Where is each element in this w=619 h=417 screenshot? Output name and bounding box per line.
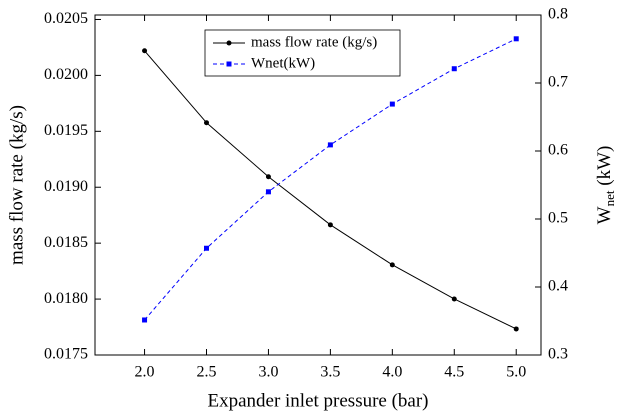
y2-tick-label: 0.3 — [548, 346, 568, 363]
marker — [389, 101, 395, 107]
marker — [142, 48, 148, 54]
legend-label: Wnet(kW) — [251, 55, 315, 71]
marker — [265, 174, 271, 180]
y-tick-label: 0.0180 — [44, 290, 88, 307]
marker — [451, 296, 457, 302]
marker — [142, 317, 148, 323]
marker — [389, 262, 395, 268]
x-tick-label: 2.5 — [197, 364, 217, 381]
marker — [451, 66, 457, 72]
marker — [327, 142, 333, 148]
y2-tick-label: 0.7 — [548, 74, 568, 91]
y-tick-label: 0.0205 — [44, 10, 88, 27]
y2-label-main: W — [594, 206, 615, 224]
legend-box — [204, 29, 401, 77]
y-tick-label: 0.0185 — [44, 234, 88, 251]
marker — [513, 36, 519, 42]
marker — [204, 120, 209, 126]
marker — [513, 326, 519, 332]
y2-tick-label: 0.8 — [548, 6, 568, 23]
y2-tick-label: 0.4 — [548, 278, 568, 295]
y-tick-label: 0.0190 — [44, 178, 88, 195]
y-tick-label: 0.0195 — [44, 122, 88, 139]
y2-axis-label: Wnet (kW) — [594, 146, 617, 225]
x-tick-label: 4.5 — [444, 364, 464, 381]
y-axis-label: mass flow rate (kg/s) — [6, 105, 27, 265]
y2-tick-label: 0.5 — [548, 210, 568, 227]
x-tick-label: 4.0 — [382, 364, 402, 381]
series-line — [144, 38, 517, 321]
y2-label-sub: net — [602, 190, 617, 206]
marker — [204, 245, 209, 251]
legend-marker — [226, 40, 232, 46]
marker — [327, 222, 333, 228]
y-tick-label: 0.0200 — [44, 66, 88, 83]
x-tick-label: 5.0 — [506, 364, 526, 381]
x-tick-label: 3.5 — [320, 364, 340, 381]
legend-label: mass flow rate (kg/s) — [251, 34, 377, 50]
y-tick-label: 0.0175 — [44, 346, 88, 363]
plot-frame — [94, 14, 542, 356]
x-tick-label: 3.0 — [258, 364, 278, 381]
x-axis-label: Expander inlet pressure (bar) — [207, 390, 428, 411]
x-tick-label: 2.0 — [135, 364, 155, 381]
series-line — [144, 50, 517, 330]
marker — [265, 189, 271, 195]
y2-tick-label: 0.6 — [548, 142, 568, 159]
y2-label-rest: (kW) — [594, 146, 615, 191]
legend-marker — [226, 61, 232, 67]
